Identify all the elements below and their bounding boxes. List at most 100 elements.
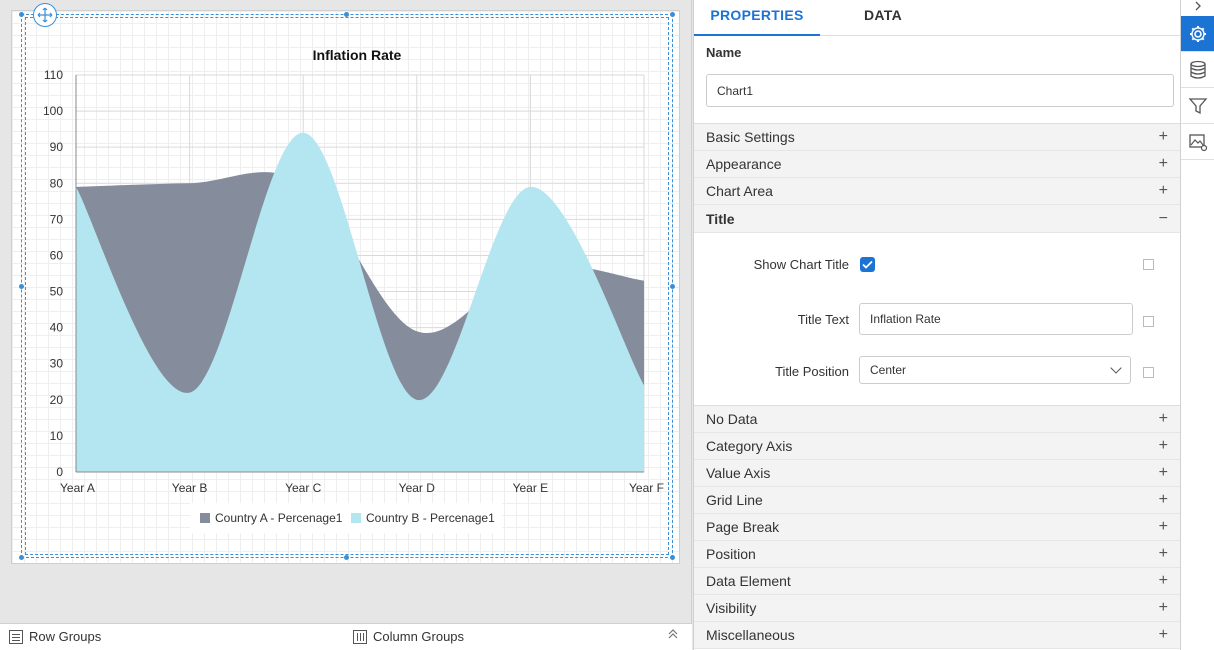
y-tick-label: 60 (50, 248, 64, 262)
y-tick-label: 40 (50, 321, 64, 335)
plus-icon: + (1158, 599, 1168, 616)
series-area-2[interactable] (76, 132, 644, 472)
plus-icon: + (1158, 464, 1168, 481)
title-position-label: Title Position (775, 364, 849, 379)
y-tick-label: 90 (50, 140, 64, 154)
section-chart-area[interactable]: Chart Area + (694, 178, 1180, 205)
y-tick-label: 20 (50, 393, 64, 407)
plus-icon: + (1158, 545, 1168, 562)
y-tick-label: 0 (56, 465, 63, 479)
section-visibility-label: Visibility (706, 600, 757, 616)
section-position[interactable]: Position + (694, 541, 1180, 568)
section-position-label: Position (706, 546, 756, 562)
move-icon[interactable] (33, 3, 57, 27)
chevron-down-icon (1110, 362, 1122, 374)
resize-handle-top-left[interactable] (19, 12, 24, 17)
plus-icon: + (1158, 128, 1168, 145)
y-tick-label: 80 (50, 176, 64, 190)
column-groups-icon (353, 629, 367, 644)
chevron-right-icon[interactable] (1181, 0, 1214, 16)
database-icon[interactable] (1181, 52, 1214, 88)
chart-selection-inner (25, 17, 669, 555)
filter-icon[interactable] (1181, 88, 1214, 124)
section-basic-settings[interactable]: Basic Settings + (694, 124, 1180, 151)
title-position-expr-checkbox[interactable] (1143, 367, 1154, 378)
gear-icon[interactable] (1181, 16, 1214, 52)
right-rail (1180, 0, 1214, 650)
tab-properties[interactable]: PROPERTIES (694, 0, 820, 36)
title-properties: Show Chart Title Title Text Title Positi… (694, 233, 1180, 406)
resize-handle-left[interactable] (19, 284, 24, 289)
section-miscellaneous[interactable]: Miscellaneous + (694, 622, 1180, 649)
plus-icon: + (1158, 155, 1168, 172)
group-bar: Row Groups Column Groups (0, 623, 692, 650)
y-tick-label: 100 (43, 104, 63, 118)
section-data-element[interactable]: Data Element + (694, 568, 1180, 595)
section-page-break[interactable]: Page Break + (694, 514, 1180, 541)
y-tick-label: 70 (50, 212, 64, 226)
section-grid-line-label: Grid Line (706, 492, 763, 508)
chart[interactable]: Inflation Rate 0 10 20 30 40 50 60 70 80 90 100 110… (0, 0, 692, 560)
legend-swatch-2 (351, 513, 361, 523)
section-appearance[interactable]: Appearance + (694, 151, 1180, 178)
title-position-select[interactable]: Center (859, 356, 1131, 384)
column-groups-label: Column Groups (373, 629, 465, 644)
resize-handle-bottom[interactable] (344, 555, 349, 560)
image-settings-icon[interactable] (1181, 124, 1214, 160)
show-chart-title-expr-checkbox[interactable] (1143, 259, 1154, 270)
show-chart-title-label: Show Chart Title (753, 257, 849, 272)
section-page-break-label: Page Break (706, 519, 780, 535)
name-label: Name (706, 45, 742, 60)
row-groups-icon (9, 629, 23, 644)
column-groups-button[interactable]: Column Groups (353, 629, 464, 644)
x-tick-label: Year B (172, 481, 208, 495)
show-chart-title-checkbox[interactable] (860, 257, 875, 272)
legend-label-1[interactable]: Country A - Percenage1 (215, 511, 343, 525)
section-no-data-label: No Data (706, 411, 758, 427)
section-value-axis-label: Value Axis (706, 465, 771, 481)
title-text-label: Title Text (797, 312, 849, 327)
resize-handle-top[interactable] (344, 12, 349, 17)
section-data-element-label: Data Element (706, 573, 791, 589)
section-visibility[interactable]: Visibility + (694, 595, 1180, 622)
plus-icon: + (1158, 491, 1168, 508)
resize-handle-bottom-right[interactable] (670, 555, 675, 560)
section-title-label: Title (706, 210, 735, 227)
plus-icon: + (1158, 437, 1168, 454)
section-value-axis[interactable]: Value Axis + (694, 460, 1180, 487)
y-tick-label: 50 (50, 285, 64, 299)
legend-label-2[interactable]: Country B - Percenage1 (366, 511, 495, 525)
y-tick-label: 10 (50, 429, 64, 443)
section-basic-settings-label: Basic Settings (706, 129, 795, 145)
title-position-value: Center (870, 363, 907, 377)
section-no-data[interactable]: No Data + (694, 406, 1180, 433)
section-grid-line[interactable]: Grid Line + (694, 487, 1180, 514)
x-tick-label: Year F (629, 481, 664, 495)
title-text-expr-checkbox[interactable] (1143, 316, 1154, 327)
section-appearance-label: Appearance (706, 156, 782, 172)
chevron-double-up-icon[interactable] (668, 628, 678, 643)
properties-panel: PROPERTIES DATA Name Basic Settings+Appe… (693, 0, 1180, 650)
section-title[interactable]: Title − (694, 205, 1180, 233)
minus-icon: − (1158, 209, 1168, 227)
x-tick-label: Year C (285, 481, 322, 495)
panel-tabs: PROPERTIES DATA (694, 0, 1180, 36)
section-chart-area-label: Chart Area (706, 183, 773, 199)
tab-data[interactable]: DATA (863, 7, 902, 23)
section-category-axis[interactable]: Category Axis + (694, 433, 1180, 460)
section-category-axis-label: Category Axis (706, 438, 793, 454)
row-groups-button[interactable]: Row Groups (9, 629, 101, 644)
plus-icon: + (1158, 572, 1168, 589)
resize-handle-bottom-left[interactable] (19, 555, 24, 560)
design-canvas[interactable]: Inflation Rate 0 10 20 30 40 50 60 70 80 90 100 110… (0, 0, 692, 623)
plus-icon: + (1158, 182, 1168, 199)
name-input[interactable] (706, 74, 1174, 107)
x-tick-label: Year A (60, 481, 95, 495)
plus-icon: + (1158, 518, 1168, 535)
title-text-input[interactable] (859, 303, 1133, 335)
resize-handle-top-right[interactable] (670, 12, 675, 17)
resize-handle-right[interactable] (670, 284, 675, 289)
y-tick-label: 110 (44, 68, 63, 82)
plus-icon: + (1158, 626, 1168, 643)
section-miscellaneous-label: Miscellaneous (706, 627, 795, 643)
